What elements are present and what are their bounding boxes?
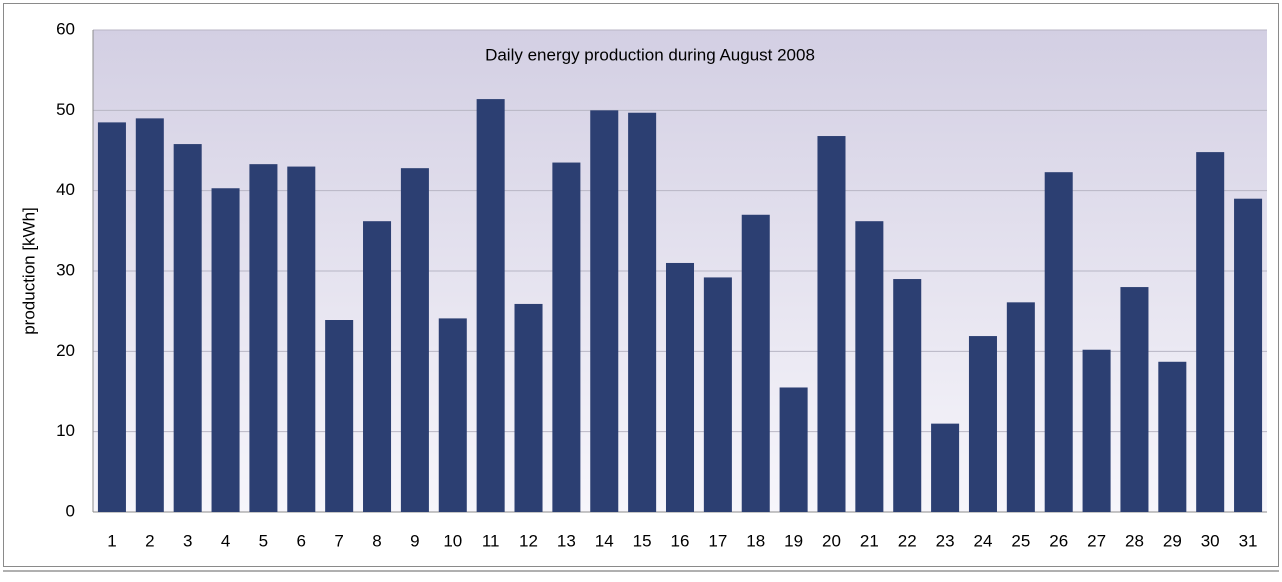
x-tick-label: 8 bbox=[372, 531, 381, 550]
x-tick-label: 1 bbox=[107, 531, 116, 550]
bar bbox=[665, 262, 695, 512]
chart-title: Daily energy production during August 20… bbox=[485, 45, 815, 64]
x-tick-label: 14 bbox=[595, 531, 614, 550]
x-tick-label: 22 bbox=[898, 531, 917, 550]
x-tick-label: 4 bbox=[221, 531, 230, 550]
y-tick-label: 0 bbox=[66, 501, 75, 520]
bar bbox=[855, 221, 884, 512]
x-tick-label: 15 bbox=[633, 531, 652, 550]
x-tick-label: 31 bbox=[1239, 531, 1258, 550]
bar bbox=[552, 162, 581, 513]
y-tick-label: 40 bbox=[56, 180, 75, 199]
x-tick-label: 12 bbox=[519, 531, 538, 550]
bar bbox=[400, 168, 429, 512]
bar bbox=[817, 136, 846, 513]
bar bbox=[968, 336, 997, 512]
x-tick-label: 26 bbox=[1049, 531, 1068, 550]
x-tick-label: 18 bbox=[746, 531, 765, 550]
x-tick-label: 17 bbox=[708, 531, 727, 550]
x-tick-label: 21 bbox=[860, 531, 879, 550]
x-tick-label: 3 bbox=[183, 531, 192, 550]
bar bbox=[211, 188, 240, 513]
bar bbox=[135, 118, 164, 512]
bar bbox=[628, 112, 657, 512]
bar bbox=[287, 166, 316, 513]
y-tick-label: 50 bbox=[56, 100, 75, 119]
x-tick-label: 16 bbox=[671, 531, 690, 550]
y-axis-label: production [kWh] bbox=[19, 207, 38, 335]
x-tick-label: 28 bbox=[1125, 531, 1144, 550]
x-tick-label: 20 bbox=[822, 531, 841, 550]
bar bbox=[703, 277, 732, 512]
y-tick-label: 30 bbox=[56, 260, 75, 279]
bar bbox=[1120, 287, 1149, 512]
bar bbox=[590, 110, 619, 512]
x-tick-label: 23 bbox=[936, 531, 955, 550]
bar bbox=[438, 318, 467, 512]
bar bbox=[476, 99, 505, 512]
bar bbox=[931, 423, 960, 512]
x-tick-label: 9 bbox=[410, 531, 419, 550]
x-tick-label: 25 bbox=[1011, 531, 1030, 550]
x-tick-label: 19 bbox=[784, 531, 803, 550]
bar bbox=[1196, 152, 1225, 512]
bar bbox=[514, 303, 543, 512]
bar bbox=[1006, 302, 1035, 512]
bar bbox=[97, 122, 126, 512]
x-tick-label: 6 bbox=[297, 531, 306, 550]
bar bbox=[779, 387, 808, 512]
x-tick-label: 11 bbox=[482, 531, 500, 550]
x-tick-label: 10 bbox=[443, 531, 462, 550]
bar bbox=[363, 221, 392, 512]
bar bbox=[325, 320, 354, 512]
x-tick-label: 7 bbox=[334, 531, 343, 550]
y-tick-label: 60 bbox=[56, 19, 75, 38]
bar bbox=[1082, 349, 1111, 512]
bar bbox=[1158, 361, 1187, 512]
bar bbox=[249, 164, 278, 512]
bar bbox=[1044, 172, 1073, 512]
x-tick-label: 27 bbox=[1087, 531, 1106, 550]
y-tick-label: 20 bbox=[56, 341, 75, 360]
y-tick-label: 10 bbox=[56, 421, 75, 440]
x-tick-label: 24 bbox=[974, 531, 993, 550]
x-tick-label: 29 bbox=[1163, 531, 1182, 550]
x-tick-label: 2 bbox=[145, 531, 154, 550]
bar bbox=[1234, 198, 1263, 512]
bar bbox=[741, 214, 770, 512]
bar bbox=[173, 144, 202, 512]
x-tick-label: 13 bbox=[557, 531, 576, 550]
x-tick-label: 30 bbox=[1201, 531, 1220, 550]
bar bbox=[893, 279, 922, 512]
x-tick-label: 5 bbox=[259, 531, 268, 550]
